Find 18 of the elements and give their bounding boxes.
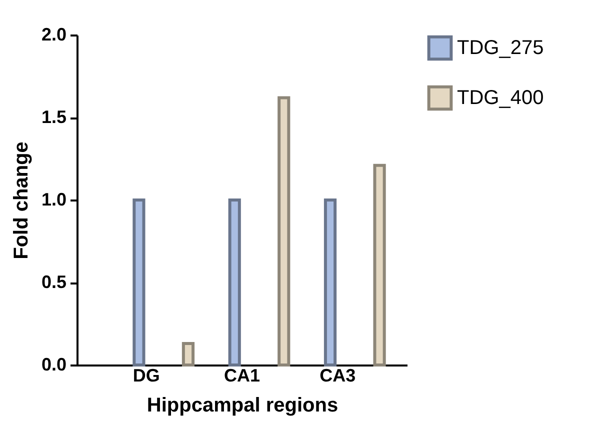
legend-label: TDG_275 xyxy=(457,37,544,59)
bar xyxy=(324,198,337,366)
bar xyxy=(228,198,241,366)
y-tick-label: 2.0 xyxy=(41,24,66,44)
x-tick-label: DG xyxy=(132,366,160,386)
y-tick-label: 1.5 xyxy=(41,107,66,127)
x-axis-title: Hippcampal regions xyxy=(146,394,338,416)
bar xyxy=(132,198,146,366)
bar xyxy=(182,342,195,366)
y-tick-label: 0.0 xyxy=(41,354,66,374)
bar xyxy=(278,96,290,366)
x-tick-label: CA3 xyxy=(320,366,356,386)
y-tick-label: 1.0 xyxy=(41,190,66,210)
legend-label: TDG_400 xyxy=(457,87,544,109)
y-axis-title: Fold change xyxy=(10,142,32,260)
bar xyxy=(373,164,386,366)
x-tick-label: CA1 xyxy=(224,366,260,386)
y-tick-label: 0.5 xyxy=(41,272,66,292)
